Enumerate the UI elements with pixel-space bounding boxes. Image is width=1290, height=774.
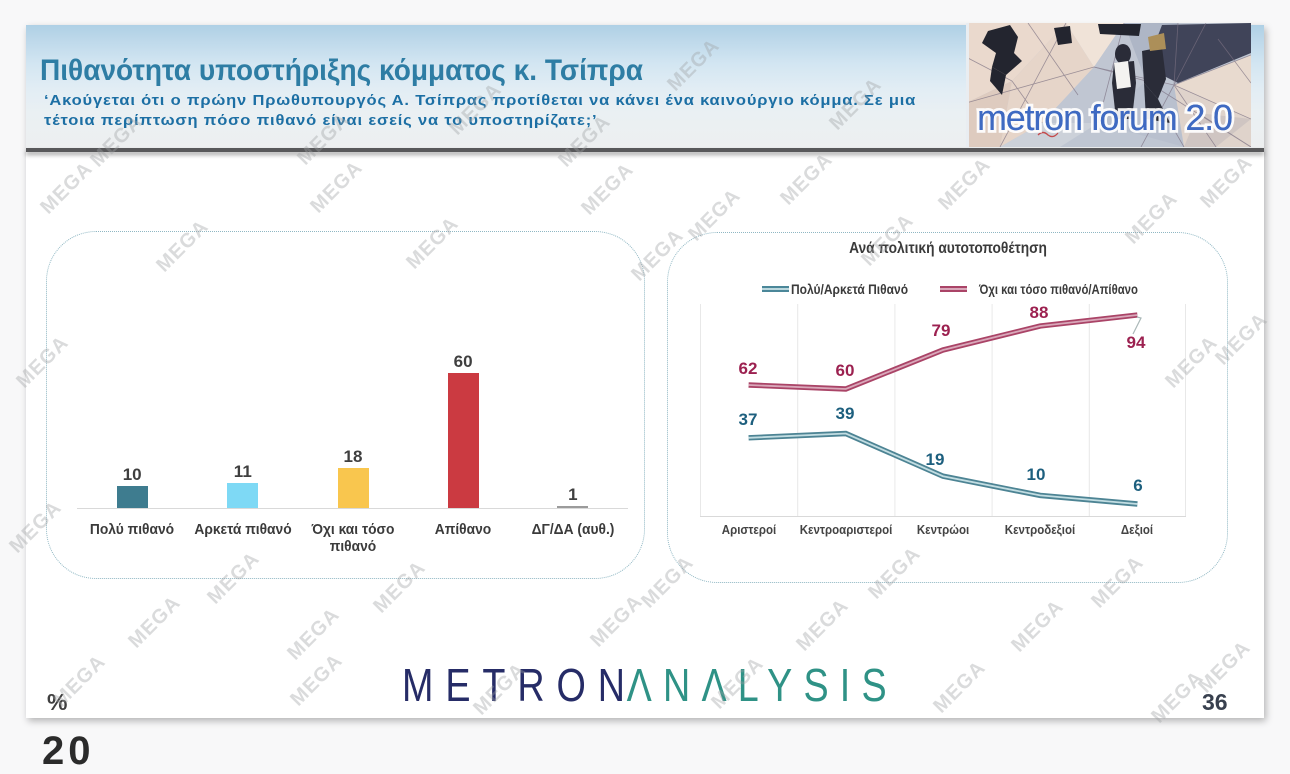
- svg-text:metron forum 2.0: metron forum 2.0: [977, 97, 1233, 138]
- svg-text:metron forum 2.0: metron forum 2.0: [977, 97, 1233, 138]
- svg-text:ΛNΛLYSIS: ΛNΛLYSIS: [627, 664, 887, 711]
- svg-text:METRON: METRON: [402, 664, 625, 711]
